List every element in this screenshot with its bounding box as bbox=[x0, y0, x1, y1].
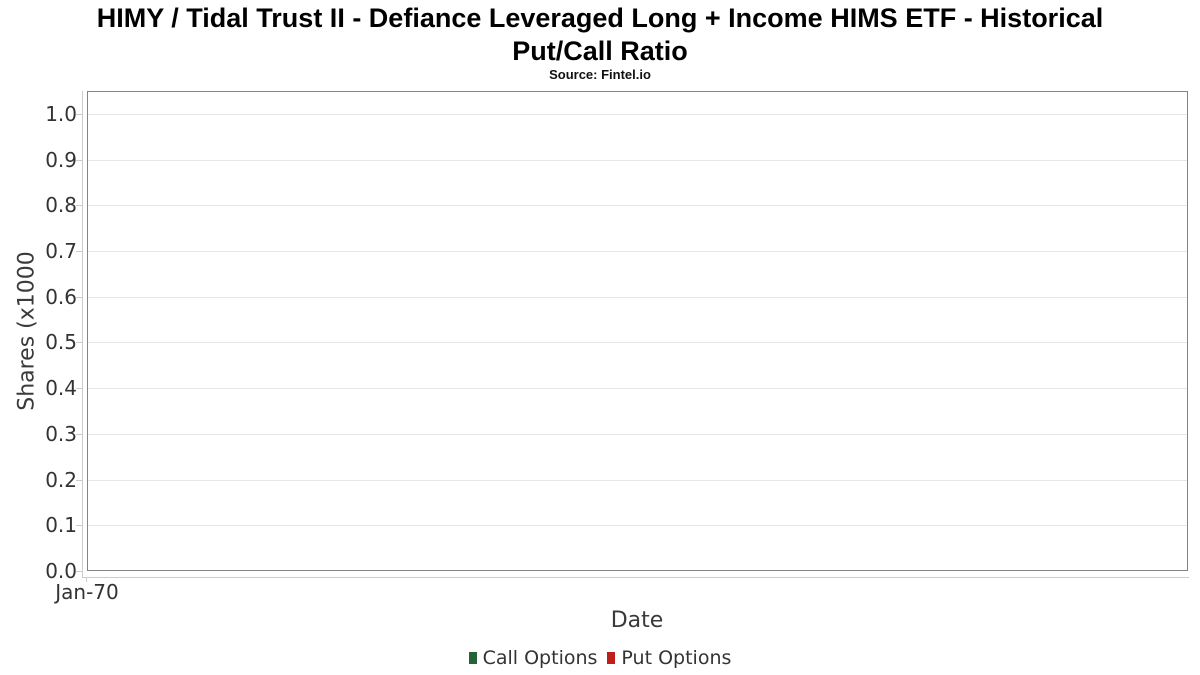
gridline bbox=[88, 525, 1187, 526]
y-tick-label: 0.9 bbox=[45, 148, 77, 172]
y-tick-label: 0.4 bbox=[45, 376, 77, 400]
legend-item[interactable]: Call Options bbox=[468, 647, 598, 669]
y-tick-mark bbox=[76, 480, 82, 481]
gridline bbox=[88, 388, 1187, 389]
y-tick-mark bbox=[76, 342, 82, 343]
legend-swatch-icon bbox=[607, 652, 616, 664]
y-tick-mark bbox=[76, 525, 82, 526]
legend-swatch-icon bbox=[468, 652, 477, 664]
x-axis-title: Date bbox=[610, 608, 664, 633]
chart-title-line-2: Put/Call Ratio bbox=[512, 36, 688, 66]
y-tick-mark bbox=[76, 571, 82, 572]
gridline bbox=[88, 342, 1187, 343]
x-axis-line bbox=[82, 577, 1189, 578]
y-tick-mark bbox=[76, 434, 82, 435]
y-tick-label: 0.3 bbox=[45, 422, 77, 446]
y-tick-label: 0.5 bbox=[45, 330, 77, 354]
gridline bbox=[88, 251, 1187, 252]
y-tick-label: 0.1 bbox=[45, 513, 77, 537]
legend-label: Put Options bbox=[621, 647, 732, 669]
gridline bbox=[88, 160, 1187, 161]
gridline bbox=[88, 297, 1187, 298]
y-tick-mark bbox=[76, 160, 82, 161]
y-tick-label: 0.2 bbox=[45, 468, 77, 492]
gridline bbox=[88, 205, 1187, 206]
y-tick-mark bbox=[76, 251, 82, 252]
plot-area bbox=[87, 91, 1188, 571]
legend-item[interactable]: Put Options bbox=[607, 647, 731, 669]
legend-label: Call Options bbox=[482, 647, 598, 669]
chart-title-line-1: HIMY / Tidal Trust II - Defiance Leverag… bbox=[96, 3, 1104, 33]
y-tick-label: 1.0 bbox=[45, 102, 77, 126]
y-tick-label: 0.8 bbox=[45, 193, 77, 217]
gridline bbox=[88, 434, 1187, 435]
x-tick-label: Jan-70 bbox=[55, 580, 119, 604]
y-tick-mark bbox=[76, 205, 82, 206]
y-tick-label: 0.6 bbox=[45, 285, 77, 309]
y-axis-line bbox=[82, 91, 83, 577]
y-tick-mark bbox=[76, 388, 82, 389]
gridline bbox=[88, 114, 1187, 115]
gridline bbox=[88, 480, 1187, 481]
y-tick-mark bbox=[76, 114, 82, 115]
x-tick-mark bbox=[86, 577, 87, 582]
chart-title: HIMY / Tidal Trust II - Defiance Leverag… bbox=[0, 2, 1200, 68]
chart-subtitle: Source: Fintel.io bbox=[549, 67, 651, 82]
y-tick-label: 0.7 bbox=[45, 239, 77, 263]
y-tick-label: 0.0 bbox=[45, 559, 77, 583]
y-tick-mark bbox=[76, 297, 82, 298]
legend: Call Options Put Options bbox=[0, 647, 1200, 669]
